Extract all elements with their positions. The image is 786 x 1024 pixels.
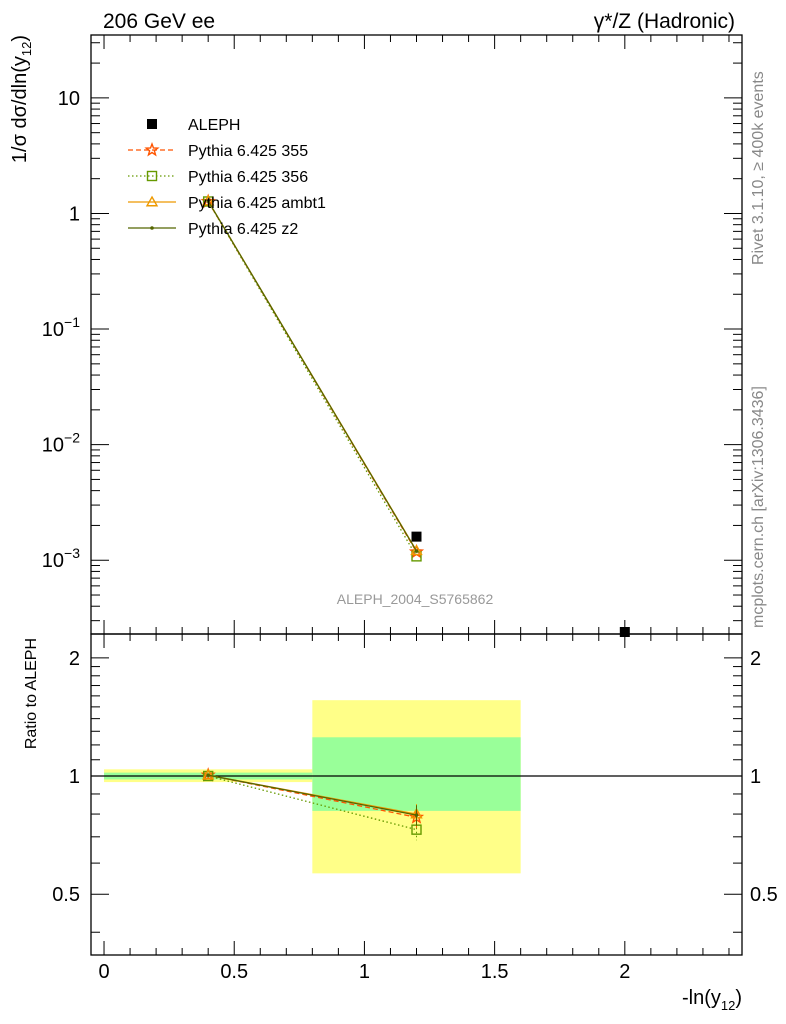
ratio-ylabel: Ratio to ALEPH	[23, 638, 40, 749]
aleph-data-point	[619, 627, 630, 637]
aleph-data-point	[411, 531, 422, 542]
legend-label: Pythia 6.425 ambt1	[188, 195, 326, 212]
main-ylabel: 1/σ dσ/dln(y12)	[9, 35, 34, 163]
x-axis-label: -ln(y12)	[682, 987, 742, 1013]
mcplots-label: mcplots.cern.ch [arXiv:1306.3436]	[750, 386, 767, 628]
ratio-panel: 0 0.5 1 1.5 2 0.5 0.5 1 1 2 2	[52, 633, 778, 983]
main-series-line-3	[207, 200, 418, 552]
ratio-series-line-3	[208, 774, 417, 816]
x-tick-label: 0	[98, 961, 109, 983]
rivet-label: Rivet 3.1.10, ≥ 400k events	[750, 71, 767, 265]
main-panel: 10−3 10−2 10−1 1 10	[42, 34, 743, 637]
x-tick-label: 1.5	[481, 961, 509, 983]
ratio-y-tick-label-left: 1	[69, 766, 80, 788]
ratio-y-tick-label-left: 0.5	[52, 884, 80, 906]
ratio-y-tick-label-right: 2	[750, 648, 761, 670]
analysis-tag: ALEPH_2004_S5765862	[337, 591, 494, 607]
main-series-point-3	[206, 199, 210, 203]
legend-label: Pythia 6.425 z2	[188, 221, 298, 238]
ratio-series-point-3	[414, 813, 419, 817]
ratio-band-green-1	[312, 737, 521, 811]
header-left: 206 GeV ee	[103, 10, 215, 33]
legend: ALEPH Pythia 6.425 355 Pythia 6.425 356 Pyt…	[128, 117, 326, 238]
legend-marker	[144, 142, 160, 157]
ratio-y-tick-label-right: 0.5	[750, 884, 778, 906]
y-tick-label: 10−1	[42, 314, 80, 341]
ratio-series-point-2	[201, 768, 215, 780]
y-tick-label: 10−3	[42, 545, 80, 572]
y-tick-label: 10	[58, 88, 80, 110]
y-tick-label: 1	[69, 203, 80, 225]
ratio-series-point-3	[206, 773, 210, 777]
main-series-point-2	[410, 544, 423, 556]
ratio-y-tick-label-right: 1	[750, 766, 761, 788]
main-series-point-3	[414, 549, 419, 553]
legend-marker	[150, 226, 154, 230]
x-tick-label: 1	[359, 961, 370, 983]
x-tick-label: 2	[619, 961, 630, 983]
y-tick-label: 10−2	[42, 430, 80, 457]
legend-label: Pythia 6.425 355	[188, 143, 308, 160]
legend-label: Pythia 6.425 356	[188, 169, 308, 186]
x-tick-label: 0.5	[220, 961, 248, 983]
legend-marker	[145, 195, 159, 207]
header-right: γ*/Z (Hadronic)	[594, 10, 735, 33]
ratio-y-tick-label-left: 2	[69, 648, 80, 670]
legend-label: ALEPH	[188, 117, 240, 134]
legend-marker	[146, 170, 158, 182]
main-series-point-2	[201, 194, 215, 206]
legend-marker	[147, 119, 157, 129]
